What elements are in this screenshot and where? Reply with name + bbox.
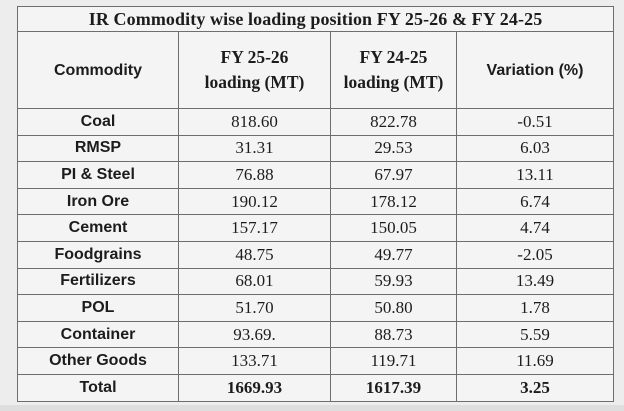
table-row: Coal 818.60 822.78 -0.51	[17, 108, 615, 136]
total-fy2526: 1669.93	[178, 373, 331, 402]
table-title: IR Commodity wise loading position FY 25…	[16, 6, 615, 32]
cell-commodity: Cement	[17, 214, 179, 242]
table-row: Iron Ore 190.12 178.12 6.74	[17, 187, 615, 216]
title-row: IR Commodity wise loading position FY 25…	[16, 6, 615, 32]
scan-bottom-edge	[0, 405, 624, 411]
cell-variation: 6.03	[455, 134, 615, 163]
cell-commodity: Container	[17, 320, 179, 349]
cell-variation: 5.59	[455, 320, 615, 349]
cell-commodity: Foodgrains	[17, 240, 179, 269]
cell-commodity: PI & Steel	[17, 161, 179, 189]
total-row: Total 1669.93 1617.39 3.25	[17, 373, 615, 402]
header-fy2425: FY 24-25 loading (MT)	[330, 31, 457, 109]
cell-fy2425: 59.93	[330, 267, 457, 296]
cell-fy2425: 178.12	[330, 187, 457, 216]
table-row: Other Goods 133.71 119.71 11.69	[17, 347, 615, 375]
table-row: Foodgrains 48.75 49.77 -2.05	[17, 240, 615, 269]
cell-fy2425: 67.97	[330, 161, 457, 189]
cell-commodity: Iron Ore	[17, 187, 179, 216]
commodity-loading-table: IR Commodity wise loading position FY 25…	[16, 6, 615, 402]
cell-commodity: POL	[17, 294, 179, 322]
cell-commodity: RMSP	[17, 134, 179, 163]
cell-fy2425: 49.77	[330, 240, 457, 269]
table-row: RMSP 31.31 29.53 6.03	[17, 134, 615, 163]
cell-fy2526: 157.17	[178, 214, 331, 242]
cell-variation: 6.74	[455, 187, 615, 216]
cell-variation: 11.69	[455, 347, 615, 375]
total-variation: 3.25	[455, 373, 615, 402]
cell-variation: 4.74	[455, 214, 615, 242]
cell-fy2526: 818.60	[178, 108, 331, 136]
cell-fy2526: 93.69.	[178, 320, 331, 349]
cell-variation: 13.49	[455, 267, 615, 296]
cell-variation: 13.11	[455, 161, 615, 189]
cell-commodity: Fertilizers	[17, 267, 179, 296]
table-row: Cement 157.17 150.05 4.74	[17, 214, 615, 242]
header-fy2526-line1: FY 25-26	[220, 47, 289, 67]
table-row: PI & Steel 76.88 67.97 13.11	[17, 161, 615, 189]
total-fy2425: 1617.39	[330, 373, 457, 402]
cell-fy2425: 822.78	[330, 108, 457, 136]
table-row: POL 51.70 50.80 1.78	[17, 294, 615, 322]
cell-variation: -0.51	[455, 108, 615, 136]
cell-fy2425: 29.53	[330, 134, 457, 163]
table-row: Fertilizers 68.01 59.93 13.49	[17, 267, 615, 296]
cell-fy2425: 150.05	[330, 214, 457, 242]
cell-fy2425: 119.71	[330, 347, 457, 375]
cell-fy2526: 68.01	[178, 267, 331, 296]
header-row: Commodity FY 25-26 loading (MT) FY 24-25…	[17, 31, 615, 109]
cell-variation: -2.05	[455, 240, 615, 269]
header-commodity: Commodity	[17, 31, 179, 109]
header-fy2526-line2: loading (MT)	[204, 72, 305, 92]
header-fy2425-line2: loading (MT)	[343, 72, 444, 92]
cell-fy2526: 190.12	[178, 187, 331, 216]
total-label: Total	[17, 373, 179, 402]
cell-commodity: Other Goods	[17, 347, 179, 375]
cell-fy2526: 133.71	[178, 347, 331, 375]
cell-fy2526: 31.31	[178, 134, 331, 163]
cell-variation: 1.78	[455, 294, 615, 322]
cell-commodity: Coal	[17, 108, 179, 136]
cell-fy2425: 50.80	[330, 294, 457, 322]
cell-fy2526: 76.88	[178, 161, 331, 189]
table-row: Container 93.69. 88.73 5.59	[17, 320, 615, 349]
cell-fy2526: 51.70	[178, 294, 331, 322]
cell-fy2526: 48.75	[178, 240, 331, 269]
cell-fy2425: 88.73	[330, 320, 457, 349]
header-variation: Variation (%)	[455, 31, 615, 109]
header-fy2425-line1: FY 24-25	[359, 47, 428, 67]
header-fy2526: FY 25-26 loading (MT)	[178, 31, 331, 109]
